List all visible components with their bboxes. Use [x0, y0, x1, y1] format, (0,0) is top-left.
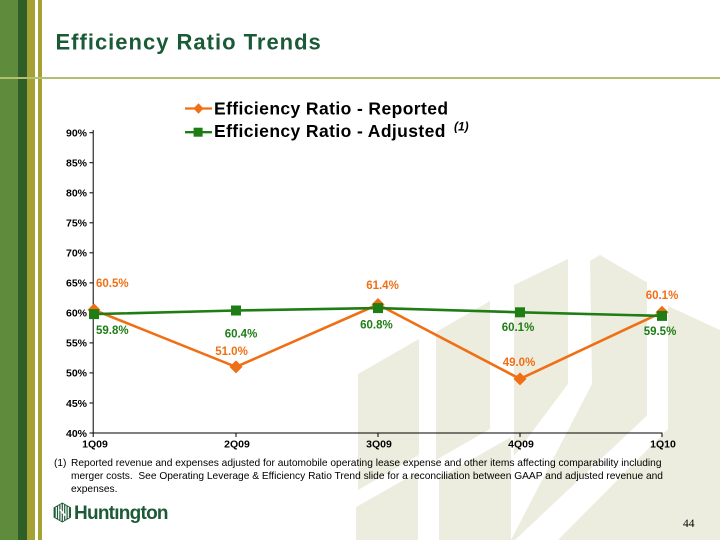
- svg-text:60%: 60%: [66, 308, 88, 320]
- svg-text:45%: 45%: [66, 398, 88, 410]
- svg-text:55%: 55%: [66, 338, 88, 350]
- svg-text:Efficiency Ratio - Reported: Efficiency Ratio - Reported: [214, 99, 448, 119]
- svg-text:1Q09: 1Q09: [82, 439, 108, 451]
- svg-text:3Q09: 3Q09: [366, 439, 392, 451]
- svg-text:60.1%: 60.1%: [502, 322, 535, 334]
- svg-text:59.8%: 59.8%: [96, 325, 129, 337]
- svg-text:Efficiency Ratio - Adjusted: Efficiency Ratio - Adjusted: [214, 121, 446, 141]
- svg-text:50%: 50%: [66, 368, 88, 380]
- svg-text:90%: 90%: [66, 128, 88, 140]
- svg-text:(1): (1): [454, 120, 469, 134]
- svg-text:49.0%: 49.0%: [503, 357, 536, 369]
- svg-text:51.0%: 51.0%: [215, 346, 248, 358]
- svg-text:70%: 70%: [66, 248, 88, 260]
- svg-text:60.5%: 60.5%: [96, 278, 129, 290]
- svg-text:60.8%: 60.8%: [360, 319, 393, 331]
- svg-text:Huntıngton: Huntıngton: [74, 503, 168, 524]
- svg-text:40%: 40%: [66, 428, 88, 440]
- svg-text:60.4%: 60.4%: [225, 329, 258, 341]
- svg-text:2Q09: 2Q09: [224, 439, 250, 451]
- svg-text:75%: 75%: [66, 218, 88, 230]
- svg-text:59.5%: 59.5%: [644, 326, 677, 338]
- svg-text:1Q10: 1Q10: [650, 439, 676, 451]
- svg-text:80%: 80%: [66, 188, 88, 200]
- svg-text:60.1%: 60.1%: [646, 290, 679, 302]
- svg-text:61.4%: 61.4%: [366, 280, 399, 292]
- svg-text:Efficiency Ratio Trends: Efficiency Ratio Trends: [56, 30, 322, 55]
- svg-text:85%: 85%: [66, 158, 88, 170]
- svg-text:65%: 65%: [66, 278, 88, 290]
- svg-text:4Q09: 4Q09: [508, 439, 534, 451]
